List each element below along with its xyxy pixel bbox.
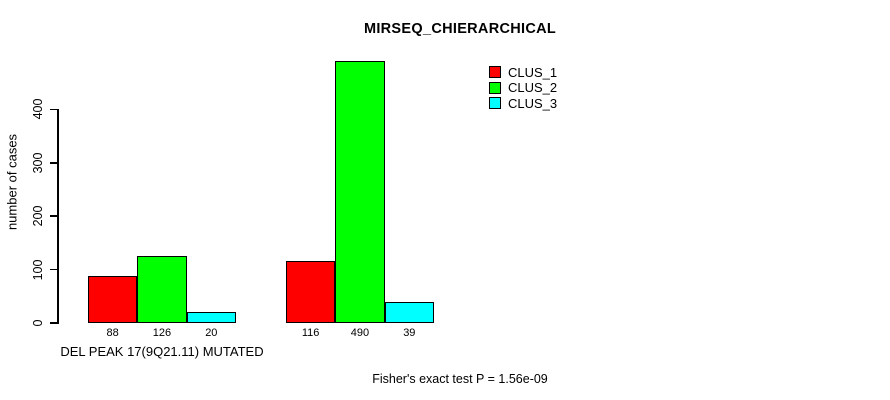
legend-label: CLUS_2 (508, 80, 558, 95)
legend-swatch-icon (489, 81, 501, 94)
legend-row-clus_2: CLUS_2 (489, 80, 558, 95)
legend-label: CLUS_3 (508, 95, 558, 111)
bar-value-label: 39 (403, 327, 416, 339)
y-axis-line (57, 108, 59, 324)
y-tick-mark (50, 215, 57, 217)
bar-clus_3-group1 (186, 312, 236, 323)
bar-clus_3-group2 (384, 302, 434, 323)
y-tick-mark (50, 322, 57, 324)
legend-row-clus_1: CLUS_1 (489, 64, 558, 80)
bar-clus_2-group2 (335, 61, 385, 323)
legend-swatch-icon (489, 97, 501, 109)
bar-value-label: 116 (301, 327, 320, 339)
legend-label: CLUS_1 (508, 64, 558, 80)
legend: CLUS_1 CLUS_2 CLUS_3 (489, 64, 558, 111)
bar-clus_2-group1 (137, 255, 187, 323)
bar-clus_1-group1 (88, 276, 138, 323)
bar-value-label: 88 (106, 327, 119, 339)
x-category-label: DEL PEAK 17(9Q21.11) MUTATED (60, 344, 264, 359)
fisher-test-annotation: Fisher's exact test P = 1.56e-09 (372, 372, 548, 386)
bar-clus_1-group2 (286, 261, 336, 323)
y-tick-mark (50, 268, 57, 271)
legend-swatch-icon (489, 66, 501, 78)
y-axis-label-text: number of cases (4, 133, 20, 231)
y-tick-label: 400 (31, 98, 45, 120)
chart-title: MIRSEQ_CHIERARCHICAL (363, 21, 557, 37)
bar-value-label: 126 (152, 327, 172, 339)
legend-row-clus_3: CLUS_3 (489, 95, 558, 111)
y-tick-label: 200 (31, 205, 45, 227)
bar-value-label: 20 (205, 327, 218, 339)
y-tick-label: 0 (31, 319, 45, 327)
y-tick-label: 100 (31, 259, 45, 281)
y-tick-mark (50, 162, 57, 164)
bar-value-label: 490 (350, 327, 370, 339)
y-tick-mark (50, 108, 57, 111)
y-tick-label: 300 (31, 152, 45, 174)
